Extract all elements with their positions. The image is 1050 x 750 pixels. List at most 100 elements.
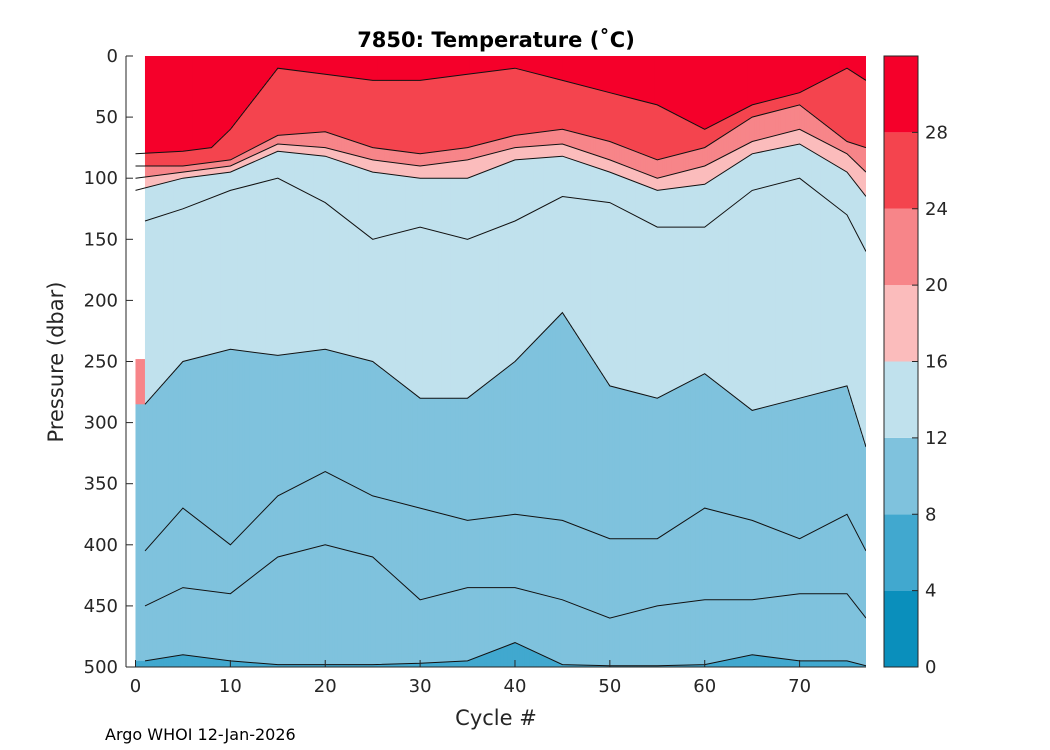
contour-fill-segment	[486, 382, 490, 519]
contour-fill-segment	[190, 150, 194, 166]
contour-fill-segment	[832, 660, 836, 667]
contour-fill-segment	[322, 202, 326, 351]
contour-fill-segment	[600, 535, 604, 616]
contour-fill-segment	[493, 56, 497, 72]
contour-fill-segment	[633, 538, 637, 613]
contour-fill-segment	[496, 140, 499, 153]
contour-fill-segment	[481, 518, 485, 589]
contour-fill-segment	[543, 56, 547, 77]
contour-fill-segment	[455, 149, 459, 162]
contour-fill-segment	[583, 347, 587, 530]
contour-fill-segment	[552, 144, 556, 158]
contour-fill-segment	[785, 181, 789, 403]
contour-fill-segment	[282, 181, 286, 356]
contour-fill-segment	[794, 537, 798, 595]
contour-fill-segment	[168, 212, 172, 377]
contour-fill-segment	[799, 129, 803, 146]
contour-fill-segment	[745, 195, 749, 407]
contour-fill-segment	[303, 351, 307, 483]
contour-fill-segment	[683, 665, 687, 667]
contour-fill-segment	[847, 173, 850, 218]
contour-fill-segment	[671, 174, 675, 190]
contour-fill-segment	[839, 168, 843, 211]
contour-fill-segment	[332, 351, 336, 477]
contour-fill-segment	[571, 147, 575, 161]
contour-fill-segment	[555, 144, 559, 158]
contour-fill-segment	[379, 56, 383, 82]
contour-fill-segment	[472, 587, 476, 660]
contour-fill-segment	[702, 166, 706, 186]
contour-fill-segment	[175, 655, 179, 667]
contour-fill-segment	[726, 599, 730, 661]
contour-fill-segment	[287, 69, 291, 136]
contour-fill-segment	[647, 156, 651, 176]
contour-fill-segment	[669, 156, 673, 176]
contour-fill-segment	[809, 593, 813, 662]
contour-fill-segment	[192, 204, 196, 360]
contour-fill-segment	[533, 56, 537, 75]
contour-fill-segment	[379, 237, 383, 369]
contour-fill-segment	[545, 131, 549, 146]
contour-fill-segment	[538, 208, 542, 337]
contour-fill-segment	[811, 56, 815, 87]
contour-fill-segment	[379, 564, 383, 665]
contour-fill-segment	[379, 367, 383, 499]
contour-fill-segment	[612, 204, 616, 388]
contour-fill-segment	[389, 500, 393, 574]
contour-fill-segment	[605, 380, 609, 538]
contour-fill-segment	[258, 144, 262, 153]
contour-fill-segment	[718, 385, 722, 513]
contour-fill-segment	[417, 507, 421, 600]
contour-fill-segment	[685, 186, 689, 228]
contour-fill-segment	[391, 234, 395, 378]
contour-fill-segment	[315, 147, 319, 156]
contour-fill-segment	[391, 150, 395, 164]
contour-fill-segment	[365, 555, 369, 666]
contour-fill-segment	[662, 534, 665, 606]
contour-fill-segment	[749, 520, 753, 601]
contour-fill-segment	[173, 591, 177, 657]
contour-fill-segment	[441, 513, 445, 595]
contour-fill-segment	[830, 76, 834, 131]
contour-fill-segment	[446, 56, 450, 78]
contour-fill-segment	[787, 400, 791, 536]
contour-fill-segment	[149, 219, 153, 399]
contour-fill-segment	[626, 665, 630, 667]
contour-fill-segment	[223, 192, 227, 352]
contour-fill-segment	[742, 56, 746, 110]
contour-fill-segment	[662, 107, 665, 159]
contour-fill-segment	[728, 207, 732, 394]
contour-fill-segment	[190, 359, 194, 516]
contour-fill-segment	[652, 176, 656, 190]
contour-fill-segment	[571, 329, 575, 526]
contour-fill-segment	[237, 350, 241, 537]
contour-fill-segment	[398, 56, 402, 82]
contour-fill-segment	[640, 100, 644, 155]
contour-fill-segment	[270, 75, 274, 140]
contour-fill-segment	[329, 350, 333, 476]
contour-fill-segment	[496, 516, 499, 589]
contour-fill-segment	[450, 178, 454, 236]
contour-fill-segment	[666, 665, 670, 667]
contour-fill-segment	[593, 532, 597, 613]
contour-fill-segment	[823, 593, 827, 662]
contour-fill-segment	[799, 593, 803, 662]
contour-fill-segment	[329, 207, 333, 352]
contour-fill-segment	[524, 159, 528, 217]
contour-fill-segment	[823, 124, 827, 143]
contour-fill-segment	[830, 202, 834, 391]
contour-fill-segment	[467, 159, 471, 179]
contour-fill-segment	[581, 199, 585, 345]
contour-fill-segment	[180, 362, 184, 511]
contour-fill-segment	[462, 56, 466, 76]
contour-fill-segment	[479, 587, 483, 657]
contour-fill-segment	[507, 68, 511, 138]
contour-fill-segment	[223, 660, 227, 667]
contour-fill-segment	[389, 162, 393, 175]
contour-fill-segment	[517, 357, 521, 516]
contour-fill-segment	[635, 216, 639, 394]
contour-fill-segment	[458, 589, 462, 662]
contour-fill-segment	[462, 178, 466, 239]
contour-fill-segment	[645, 538, 649, 610]
